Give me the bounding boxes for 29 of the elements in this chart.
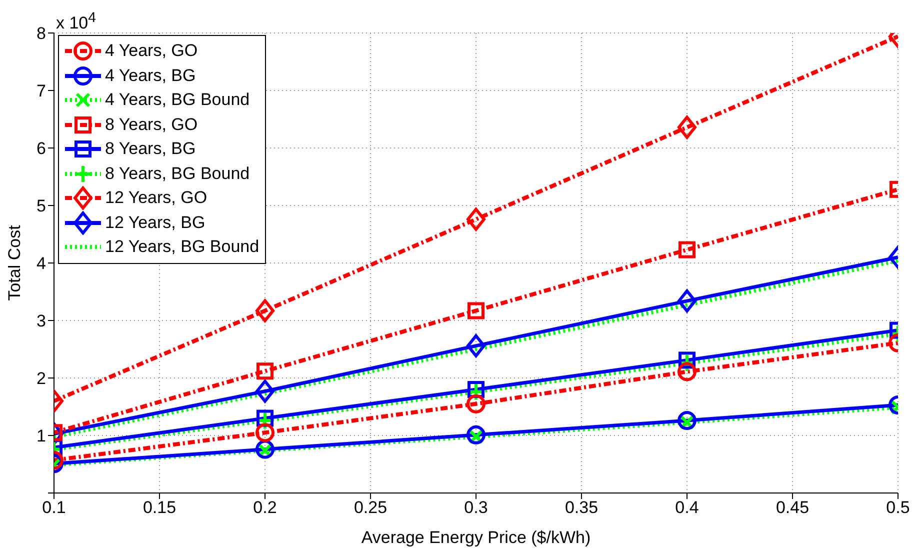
x-tick-label: 0.2 — [253, 498, 277, 518]
legend-label: 4 Years, BG Bound — [105, 90, 250, 110]
legend-label: 12 Years, BG Bound — [105, 237, 260, 258]
legend-label: 12 Years, BG — [105, 212, 206, 233]
x-tick-label: 0.45 — [776, 498, 810, 518]
x-tick-label: 0.3 — [464, 498, 488, 518]
x-tick-label: 0.1 — [42, 498, 66, 518]
x-axis-title: Average Energy Price ($/kWh) — [361, 528, 591, 547]
legend-label: 4 Years, GO — [105, 41, 198, 62]
x-tick-label: 0.35 — [564, 498, 598, 518]
legend-label: 8 Years, BG Bound — [105, 164, 250, 184]
y-tick-label: 1 — [36, 426, 46, 446]
text: x 10$^{4}$ — [56, 10, 96, 34]
y-tick-label: 3 — [36, 312, 46, 331]
y-tick-label: 6 — [36, 139, 46, 158]
legend-label: 8 Years, GO — [105, 114, 198, 135]
x-tick-label: 0.4 — [675, 498, 699, 518]
x-tick-label: 0.5 — [886, 498, 910, 518]
y-tick-label: 8 — [36, 24, 46, 44]
y-tick-label: 5 — [36, 196, 46, 216]
x-tick-label: 0.15 — [142, 498, 176, 518]
y-tick-label: 2 — [36, 369, 46, 388]
x-tick-label: 0.25 — [354, 498, 388, 518]
legend-label: 8 Years, BG — [105, 139, 196, 160]
y-tick-label: 4 — [36, 254, 46, 274]
legend-label: 4 Years, BG — [105, 66, 196, 86]
y-tick-label: 7 — [36, 82, 46, 101]
y-axis-title: Total Cost — [5, 224, 24, 301]
legend-label: 12 Years, GO — [105, 188, 208, 208]
